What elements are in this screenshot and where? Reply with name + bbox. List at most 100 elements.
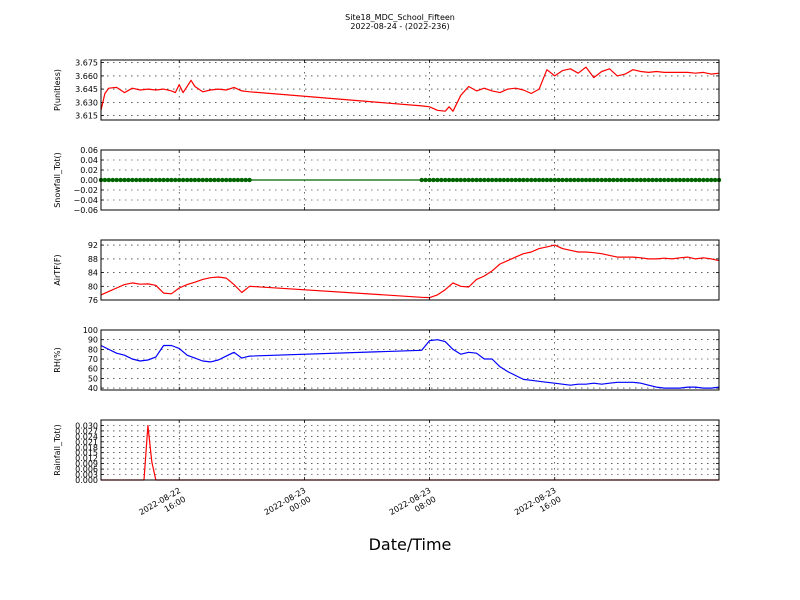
data-point [705, 177, 710, 183]
data-point [419, 177, 424, 183]
data-point [572, 177, 577, 183]
data-point [536, 177, 542, 183]
y-tick-label: 0.000 [75, 476, 98, 485]
data-point [196, 177, 202, 183]
data-point [161, 177, 166, 183]
data-point [474, 177, 479, 183]
series-line [100, 339, 720, 389]
y-axis-label: P(unitless) [53, 69, 62, 111]
data-point [666, 177, 671, 183]
data-point [599, 177, 604, 183]
data-point [458, 177, 463, 183]
data-point [701, 177, 706, 183]
data-point [106, 177, 112, 183]
y-tick-label: 0.006 [75, 465, 98, 474]
y-tick-label: 3.645 [75, 85, 98, 94]
data-point [133, 177, 139, 183]
data-point [130, 177, 135, 183]
y-tick-label: 60 [88, 365, 98, 374]
data-point [497, 177, 503, 183]
data-point [654, 177, 659, 183]
y-tick-label: 0.012 [75, 454, 98, 463]
data-point [435, 177, 440, 183]
y-axis-label: RH(%) [53, 347, 62, 372]
y-tick-label: 3.675 [75, 59, 98, 68]
data-point [169, 177, 174, 183]
x-tick-label: 2022-08-2216:00 [137, 486, 187, 526]
data-point [646, 177, 651, 183]
data-point [489, 177, 495, 183]
data-point [544, 177, 550, 183]
data-point [673, 177, 679, 183]
data-point [439, 177, 444, 183]
y-tick-label: 88 [88, 255, 98, 264]
y-tick-label: 0.003 [75, 471, 98, 480]
data-point [153, 177, 159, 183]
data-point [235, 177, 241, 183]
y-tick-label: 0.027 [75, 427, 98, 436]
y-tick-label: 0.021 [75, 438, 98, 447]
data-point [556, 177, 561, 183]
data-point [693, 177, 698, 183]
data-point [470, 177, 475, 183]
panel-5: 0.0000.0030.0060.0090.0120.0150.0180.021… [53, 419, 720, 485]
data-point [208, 177, 213, 183]
data-point [540, 177, 546, 183]
x-tick-label: 2022-08-2316:00 [513, 486, 563, 526]
data-point [137, 177, 143, 183]
y-tick-label: 0.06 [80, 146, 98, 155]
data-point [216, 177, 221, 183]
data-point [126, 177, 131, 183]
y-tick-label: 90 [88, 336, 98, 345]
data-point [529, 177, 534, 183]
data-point [564, 177, 569, 183]
x-tick-label: 2022-08-2308:00 [388, 486, 438, 526]
data-point [443, 177, 448, 183]
data-point [505, 177, 510, 183]
data-point [450, 177, 456, 183]
data-point [548, 177, 553, 183]
data-point [697, 177, 702, 183]
y-tick-label: −0.04 [73, 196, 98, 205]
x-axis-label: Date/Time [369, 535, 452, 554]
data-point [709, 177, 714, 183]
axes-frame [100, 419, 720, 481]
y-tick-label: 0.009 [75, 460, 98, 469]
data-point [525, 177, 530, 183]
data-point [212, 177, 217, 183]
data-point [533, 177, 538, 183]
data-point [227, 177, 233, 183]
data-point [638, 177, 643, 183]
data-point [493, 177, 499, 183]
y-tick-label: 0.024 [75, 432, 98, 441]
y-tick-label: 76 [88, 296, 98, 305]
data-point [677, 177, 683, 183]
data-point [446, 177, 452, 183]
data-point [622, 177, 628, 183]
data-point [247, 177, 252, 183]
data-point [423, 177, 428, 183]
data-point [141, 177, 147, 183]
data-point [431, 177, 436, 183]
panel-2: −0.06−0.04−0.020.000.020.040.06 Snowfall_… [53, 146, 722, 215]
data-point [102, 177, 108, 183]
data-point [466, 177, 471, 183]
panel-3: 76 80 84 88 92 AirTF(F) [53, 239, 720, 305]
data-point [583, 177, 589, 183]
data-point [462, 177, 467, 183]
data-point [501, 177, 507, 183]
data-point [517, 177, 522, 183]
data-point [145, 177, 151, 183]
data-point [192, 177, 198, 183]
x-axis-ticks: 2022-08-2216:00 2022-08-2300:00 2022-08-23… [137, 486, 563, 526]
data-point [591, 177, 596, 183]
data-point [587, 177, 593, 183]
y-tick-label: 80 [88, 345, 98, 354]
data-point [669, 177, 675, 183]
y-tick-label: 80 [88, 282, 98, 291]
series-line [101, 424, 719, 481]
y-tick-label: 100 [83, 326, 98, 335]
data-point [595, 177, 600, 183]
